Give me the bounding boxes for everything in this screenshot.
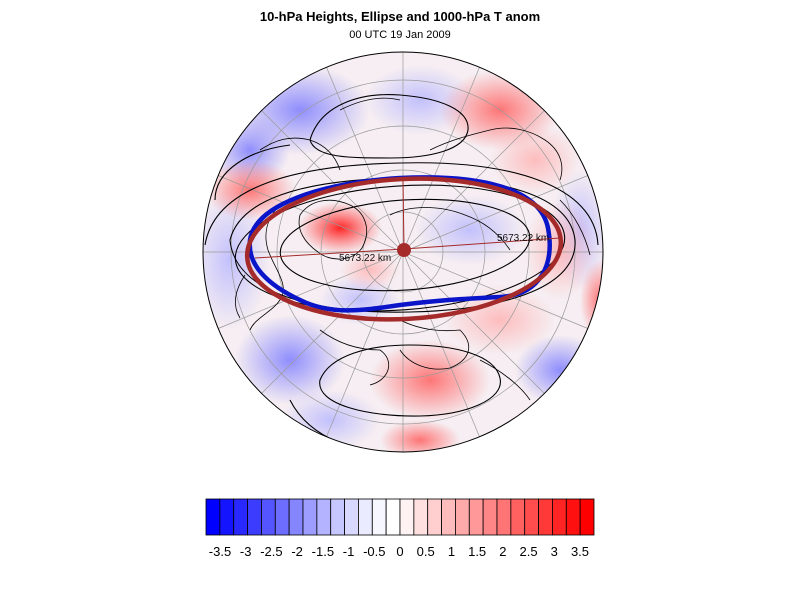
colorbar-box [427, 498, 442, 536]
colorbar-tick-label: -2 [291, 544, 303, 559]
colorbar-box [399, 498, 415, 536]
height-contours [204, 94, 599, 452]
colorbar-tick-label: 0.5 [417, 544, 435, 559]
figure-subtitle: 00 UTC 19 Jan 2009 [349, 29, 451, 41]
fitted-ellipse [244, 176, 564, 322]
colorbar-tick-label: -3.5 [209, 544, 231, 559]
colorbar-tick-label: -1 [343, 544, 355, 559]
colorbar-box [344, 498, 359, 536]
colorbar-box [552, 498, 567, 536]
ellipse-center-marker [397, 243, 411, 257]
colorbar-labels: -3.5 -3 -2.5 -2 -1.5 -1 -0.5 0 0.5 1 1.5 2 2.5 3 3.5 [209, 544, 589, 559]
colorbar-box [565, 498, 581, 536]
map-border [202, 51, 604, 453]
polar-map: 5673.22 km 5673.22 km [202, 51, 604, 453]
colorbar-box [219, 498, 235, 536]
colorbar-box [538, 498, 553, 536]
colorbar-box [274, 498, 290, 536]
graticule [203, 52, 603, 452]
ellipse-label-right: 5673.22 km [497, 233, 549, 244]
colorbar-box [288, 498, 304, 536]
colorbar-box [358, 498, 373, 536]
colorbar-box [261, 498, 276, 536]
colorbar-box [524, 498, 539, 536]
colorbar-tick-label: 2 [499, 544, 506, 559]
colorbar-box [441, 498, 456, 536]
ellipse-label-left: 5673.22 km [339, 253, 391, 264]
colorbar-tick-label: 1.5 [468, 544, 486, 559]
colorbar-tick-label: -2.5 [260, 544, 282, 559]
colorbar-tick-label: 0 [396, 544, 403, 559]
colorbar-box [482, 498, 498, 536]
colorbar-tick-label: 3 [551, 544, 558, 559]
colorbar-tick-label: -3 [240, 544, 252, 559]
colorbar-tick-label: 1 [448, 544, 455, 559]
colorbar-box [371, 498, 387, 536]
colorbar-tick-label: 2.5 [520, 544, 538, 559]
colorbar-box [330, 498, 345, 536]
figure-title: 10-hPa Heights, Ellipse and 1000-hPa T a… [259, 9, 541, 24]
colorbar-box [302, 498, 318, 536]
colorbar-box [247, 498, 262, 536]
colorbar-boxes [205, 498, 595, 536]
colorbar-box [510, 498, 526, 536]
colorbar-box [468, 498, 484, 536]
ellipse-major-axis-left [254, 248, 405, 259]
ellipse-minor-axis [402, 179, 405, 250]
colorbar-box [385, 498, 401, 536]
colorbar-box [316, 498, 332, 536]
colorbar-box [233, 498, 248, 536]
colorbar-box [579, 498, 595, 536]
ellipse-major-axis-right [403, 237, 561, 250]
colorbar-box [496, 498, 512, 536]
colorbar-tick-label: 3.5 [571, 544, 589, 559]
coastlines [235, 97, 591, 401]
colorbar-box [413, 498, 429, 536]
colorbar-box [205, 498, 221, 536]
colorbar-tick-label: -1.5 [312, 544, 334, 559]
colorbar-box [455, 498, 470, 536]
colorbar-tick-label: -0.5 [363, 544, 385, 559]
